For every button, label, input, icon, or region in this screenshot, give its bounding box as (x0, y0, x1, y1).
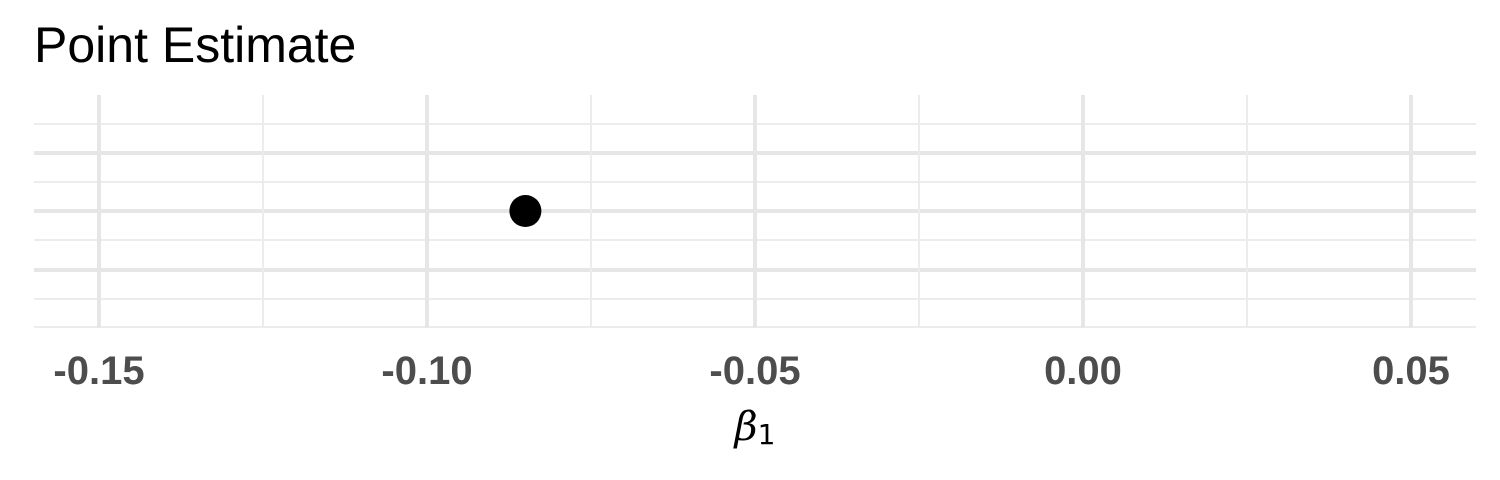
x-tick-label: -0.10 (381, 349, 472, 393)
x-tick-label: -0.15 (53, 349, 144, 393)
point-estimate-marker (509, 195, 542, 227)
x-axis-label: β1 (733, 404, 776, 451)
chart-title: Point Estimate (34, 17, 356, 73)
x-axis-ticks: -0.15 -0.10 -0.05 0.00 0.05 (53, 349, 1450, 393)
x-tick-label: 0.00 (1044, 349, 1122, 393)
x-axis-label-subscript: 1 (758, 418, 776, 451)
x-tick-label: 0.05 (1372, 349, 1450, 393)
data-points (509, 195, 542, 227)
x-tick-label: -0.05 (709, 349, 800, 393)
x-axis-label-symbol: β (733, 404, 758, 450)
plot-grid (34, 95, 1476, 328)
